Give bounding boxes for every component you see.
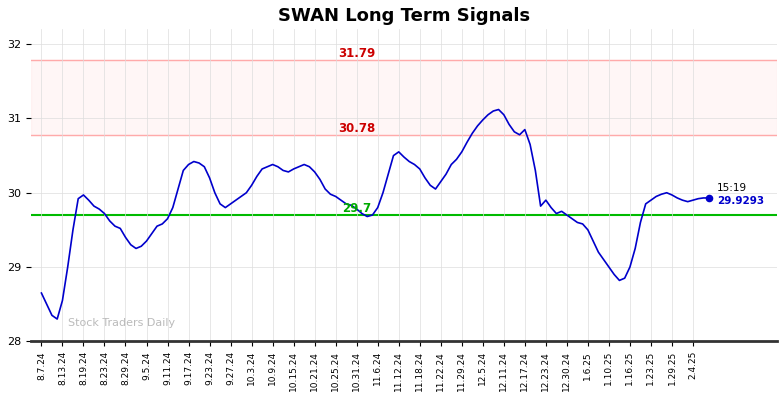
Text: 30.78: 30.78 xyxy=(338,122,376,135)
Text: Stock Traders Daily: Stock Traders Daily xyxy=(68,318,176,328)
Text: 29.9293: 29.9293 xyxy=(717,196,764,206)
Point xyxy=(702,195,715,201)
Text: 15:19: 15:19 xyxy=(717,183,746,193)
Text: 31.79: 31.79 xyxy=(338,47,376,60)
Text: 29.7: 29.7 xyxy=(342,202,372,215)
Title: SWAN Long Term Signals: SWAN Long Term Signals xyxy=(278,7,530,25)
Bar xyxy=(31,60,777,135)
